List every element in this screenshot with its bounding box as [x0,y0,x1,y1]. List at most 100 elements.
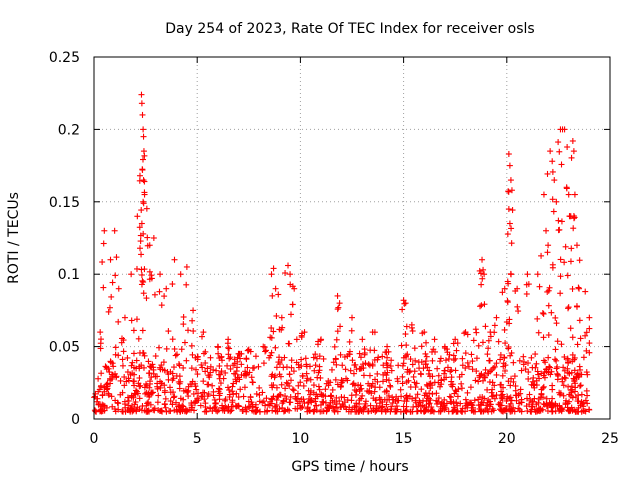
data-point [586,340,593,347]
data-point [506,316,513,323]
data-point [505,188,512,195]
data-point [481,301,488,308]
data-point [497,351,504,358]
data-point [433,390,440,397]
data-point [385,392,392,399]
data-point [436,383,443,390]
data-point [192,383,199,390]
data-point [337,323,344,330]
data-point [133,316,140,323]
data-point [318,408,325,415]
data-point [550,208,557,215]
data-point [323,407,330,414]
data-point [418,343,425,350]
data-point [151,291,158,298]
data-point [497,356,504,363]
data-point [573,242,580,249]
data-point [383,376,390,383]
data-point [238,361,245,368]
data-point [273,364,280,371]
data-point [556,148,563,155]
data-point [352,361,359,368]
data-point [473,329,480,336]
data-point [430,346,437,353]
data-point [178,346,185,353]
data-point [512,288,519,295]
data-point [103,364,110,371]
data-point [501,285,508,292]
data-point [412,384,419,391]
data-point [146,378,153,385]
data-point [283,396,290,403]
data-point [156,408,163,415]
data-point [450,340,457,347]
data-point [141,384,148,391]
data-point [403,398,410,405]
data-point [107,256,114,263]
data-point [571,388,578,395]
data-point [303,377,310,384]
data-point [560,364,567,371]
data-point [233,390,240,397]
data-point [328,393,335,400]
data-point [477,407,484,414]
data-point [493,360,500,367]
data-point [299,373,306,380]
data-point [564,356,571,363]
data-point [545,302,552,309]
data-point [424,364,431,371]
data-point [202,368,209,375]
data-point [531,395,538,402]
data-point [226,387,233,394]
data-point [101,227,108,234]
data-point [134,213,141,220]
data-point [278,381,285,388]
data-point [232,376,239,383]
data-point [272,285,279,292]
data-point [434,365,441,372]
data-point [97,329,104,336]
data-point [182,387,189,394]
x-tick-label: 10 [291,431,309,447]
data-point [485,345,492,352]
data-point [316,367,323,374]
data-point [256,398,263,405]
data-point [270,265,277,272]
data-point [139,403,146,410]
data-point [472,377,479,384]
data-point [183,263,190,270]
data-point [339,362,346,369]
data-point [504,231,511,238]
data-point [133,265,140,272]
data-point [238,350,245,357]
data-point [452,355,459,362]
data-point [226,345,233,352]
data-point [165,328,172,335]
y-axis-label: ROTI / TECUs [6,192,22,284]
data-point [304,404,311,411]
data-point [206,374,213,381]
data-point [178,404,185,411]
data-point [150,370,157,377]
data-point [583,387,590,394]
data-point [150,364,157,371]
data-point [241,372,248,379]
data-point [220,405,227,412]
data-point [260,360,267,367]
data-point [571,191,578,198]
data-point [507,382,514,389]
data-point [248,399,255,406]
data-point [215,350,222,357]
data-point [112,370,119,377]
data-point [257,408,264,415]
data-point [290,387,297,394]
data-point [384,362,391,369]
data-point [202,348,209,355]
data-point [148,275,155,282]
data-point [552,356,559,363]
data-point [437,358,444,365]
data-point [105,392,112,399]
data-point [569,358,576,365]
data-point [367,347,374,354]
data-point [328,366,335,373]
